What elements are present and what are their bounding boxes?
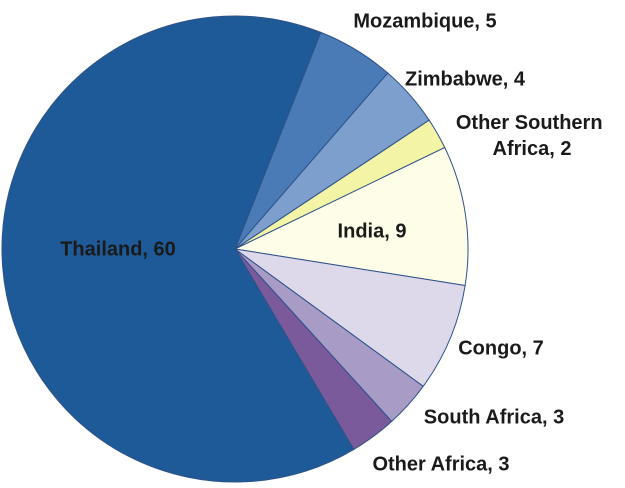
slice-label: Thailand, 60 [60, 238, 176, 260]
pie-slice [233, 146, 469, 287]
pie-slice [234, 248, 466, 388]
slice-label: South Africa, 3 [424, 406, 564, 428]
label-line: Other Southern [456, 112, 608, 134]
label-line: Africa, 2 [493, 138, 572, 160]
slice-label: India, 9 [338, 220, 407, 242]
pie-slice [1, 15, 355, 483]
slice-label: Other Southern Africa, 2 [456, 112, 608, 160]
slice-label: Zimbabwe, 4 [405, 68, 526, 90]
slice-label: Congo, 7 [458, 337, 544, 359]
slice-label: Other Africa, 3 [372, 453, 509, 475]
slice-label: Mozambique, 5 [353, 10, 496, 32]
